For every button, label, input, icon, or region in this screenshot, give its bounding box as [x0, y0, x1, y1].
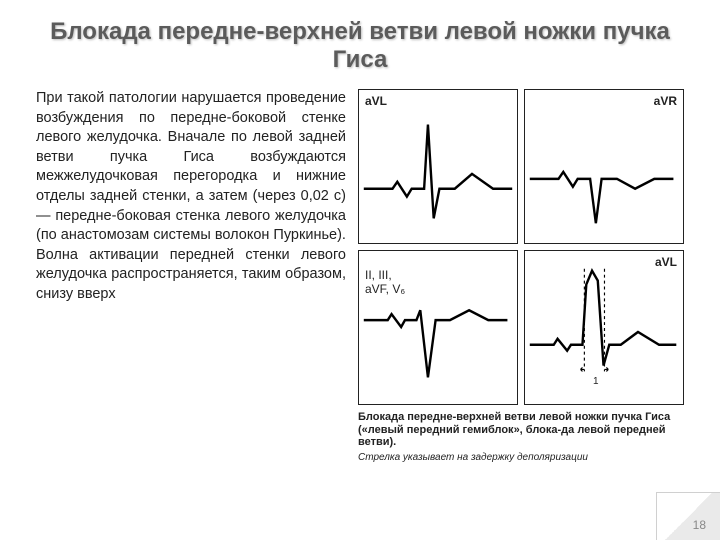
ecg-grid: aVL aVR II, III, aVF, V₆ [358, 89, 684, 405]
left-text-column: При такой патологии нарушается проведени… [36, 89, 346, 463]
page-title: Блокада передне-верхней ветви левой ножк… [36, 18, 684, 73]
figure-caption-italic: Стрелка указывает на задержку деполяриза… [358, 452, 684, 463]
ecg-cell-avl-bottom: aVL 1 [524, 250, 684, 405]
ecg-wave-avr [525, 90, 683, 243]
arrow-marker-1: 1 [593, 376, 599, 387]
page-number: 18 [693, 518, 706, 532]
figure-caption-bold: Блокада передне-верхней ветви левой ножк… [358, 411, 684, 449]
ecg-wave-inferior [359, 251, 517, 404]
content-row: При такой патологии нарушается проведени… [36, 89, 684, 463]
paragraph-1: При такой патологии нарушается проведени… [36, 89, 346, 246]
ecg-figure: aVL aVR II, III, aVF, V₆ [358, 89, 684, 463]
ecg-cell-avl-top: aVL [358, 89, 518, 244]
ecg-wave-avl-bottom [525, 251, 683, 404]
page-fold-decoration [656, 492, 720, 540]
ecg-cell-avr: aVR [524, 89, 684, 244]
ecg-cell-inferior: II, III, aVF, V₆ [358, 250, 518, 405]
ecg-wave-avl-top [359, 90, 517, 243]
paragraph-2: Волна активации передней стенки левого ж… [36, 246, 346, 305]
